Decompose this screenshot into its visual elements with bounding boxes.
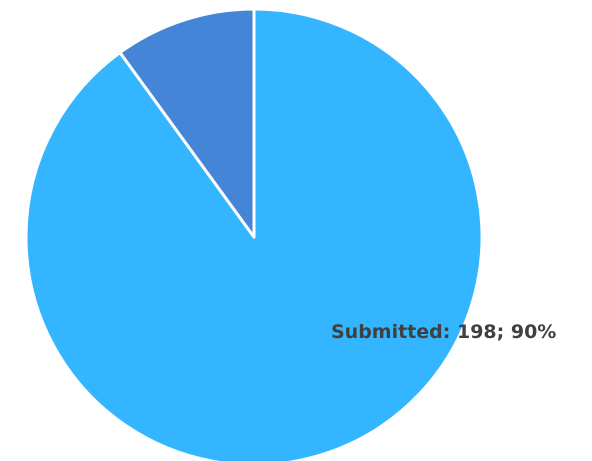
slice-label-submitted: Submitted: 198; 90% [331,321,556,343]
pie-slice-submitted [24,7,484,461]
pie-slice-other [118,7,256,239]
pie-slices [24,7,484,461]
